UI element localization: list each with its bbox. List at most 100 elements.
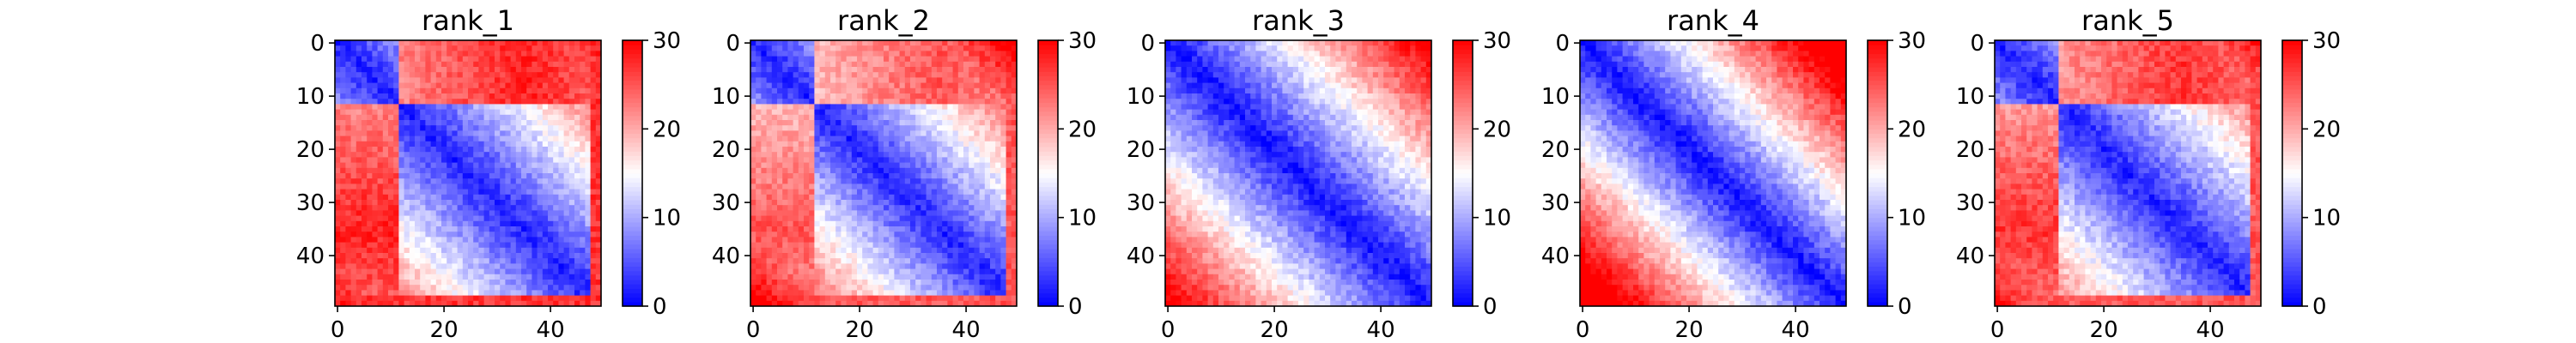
heatmap-cell <box>846 114 853 121</box>
heatmap-cell <box>415 242 421 249</box>
heatmap-cell <box>372 135 378 142</box>
heatmap-cell <box>963 157 969 163</box>
heatmap-cell <box>542 51 549 57</box>
heatmap-cell <box>457 253 464 259</box>
heatmap-cell <box>361 200 368 206</box>
heatmap-cell <box>510 184 517 190</box>
heatmap-cell <box>782 232 788 238</box>
heatmap-cell <box>526 93 532 99</box>
heatmap-cell <box>974 232 980 238</box>
heatmap-cell <box>846 147 853 153</box>
heatmap-cell <box>771 263 778 269</box>
heatmap-cell <box>483 99 490 105</box>
heatmap-cell <box>1005 220 1012 227</box>
heatmap-cell <box>500 194 506 201</box>
heatmap-cell <box>398 295 404 302</box>
heatmap-cell <box>798 72 805 78</box>
heatmap-cell <box>580 258 586 264</box>
heatmap-cell <box>521 157 527 163</box>
heatmap-cell <box>835 205 841 211</box>
heatmap-cell <box>367 162 373 169</box>
heatmap-cell <box>947 247 953 254</box>
heatmap-cell <box>846 178 853 184</box>
heatmap-cell <box>361 56 368 63</box>
heatmap-cell <box>515 263 522 269</box>
heatmap-cell <box>468 125 474 131</box>
heatmap-cell <box>478 67 484 73</box>
heatmap-cell <box>568 274 575 280</box>
heatmap-cell <box>473 300 479 307</box>
heatmap-cell <box>595 45 602 51</box>
heatmap-cell <box>393 147 399 153</box>
heatmap-cell <box>515 215 522 222</box>
heatmap-cell <box>984 258 991 264</box>
heatmap-cell <box>495 61 501 68</box>
heatmap-cell <box>537 189 544 196</box>
heatmap-cell <box>532 258 538 264</box>
heatmap-cell <box>824 173 831 179</box>
heatmap-cell <box>969 51 975 57</box>
heatmap-cell <box>750 268 756 275</box>
heatmap-cell <box>473 120 479 126</box>
heatmap-cell <box>766 200 773 206</box>
heatmap-cell <box>420 141 426 147</box>
heatmap-cell <box>345 45 351 51</box>
heatmap-cell <box>766 178 773 184</box>
heatmap-cell <box>478 51 484 57</box>
heatmap-cell <box>878 157 884 163</box>
heatmap-cell <box>957 135 964 142</box>
heatmap-cell <box>846 268 853 275</box>
heatmap-cell <box>335 93 341 99</box>
heatmap-cell <box>894 93 900 99</box>
heatmap-cell <box>457 61 464 68</box>
heatmap-cell <box>899 130 906 136</box>
heatmap-cell <box>824 130 831 136</box>
heatmap-cell <box>377 120 384 126</box>
heatmap-cell <box>595 210 602 216</box>
heatmap-cell <box>452 125 458 131</box>
heatmap-cell <box>926 258 933 264</box>
heatmap-cell <box>899 247 906 254</box>
heatmap-cell <box>404 220 410 227</box>
heatmap-cell <box>393 141 399 147</box>
heatmap-cell <box>990 194 996 201</box>
heatmap-cell <box>526 56 532 63</box>
heatmap-cell <box>435 93 442 99</box>
heatmap-cell <box>420 268 426 275</box>
heatmap-cell <box>473 93 479 99</box>
heatmap-cell <box>489 51 495 57</box>
heatmap-cell <box>766 263 773 269</box>
heatmap-cell <box>515 135 522 142</box>
heatmap-cell <box>841 178 847 184</box>
panel-title: rank_1 <box>422 4 514 37</box>
heatmap-cell <box>515 77 522 83</box>
heatmap-cell <box>804 184 810 190</box>
heatmap-cell <box>904 141 911 147</box>
heatmap-cell <box>920 147 927 153</box>
heatmap-cell <box>910 237 916 243</box>
heatmap-cell <box>846 189 853 196</box>
heatmap-cell <box>995 263 1001 269</box>
heatmap-cell <box>590 99 597 105</box>
heatmap-cell <box>862 125 868 131</box>
heatmap-cell <box>372 93 378 99</box>
heatmap-cell <box>915 56 921 63</box>
heatmap-cell <box>889 93 895 99</box>
heatmap-cell <box>974 205 980 211</box>
heatmap-cell <box>574 189 580 196</box>
heatmap-cell <box>393 184 399 190</box>
heatmap-cell <box>590 109 597 116</box>
heatmap-cell <box>526 109 532 116</box>
heatmap-cell <box>969 178 975 184</box>
heatmap-cell <box>969 141 975 147</box>
heatmap-cell <box>350 109 357 116</box>
heatmap-cell <box>335 45 341 51</box>
heatmap-cell <box>377 232 384 238</box>
heatmap-cell <box>335 210 341 216</box>
heatmap-cell <box>585 152 591 158</box>
heatmap-cell <box>473 226 479 232</box>
heatmap-cell <box>585 125 591 131</box>
heatmap-cell <box>947 93 953 99</box>
heatmap-cell <box>851 285 858 291</box>
heatmap-cell <box>382 263 389 269</box>
